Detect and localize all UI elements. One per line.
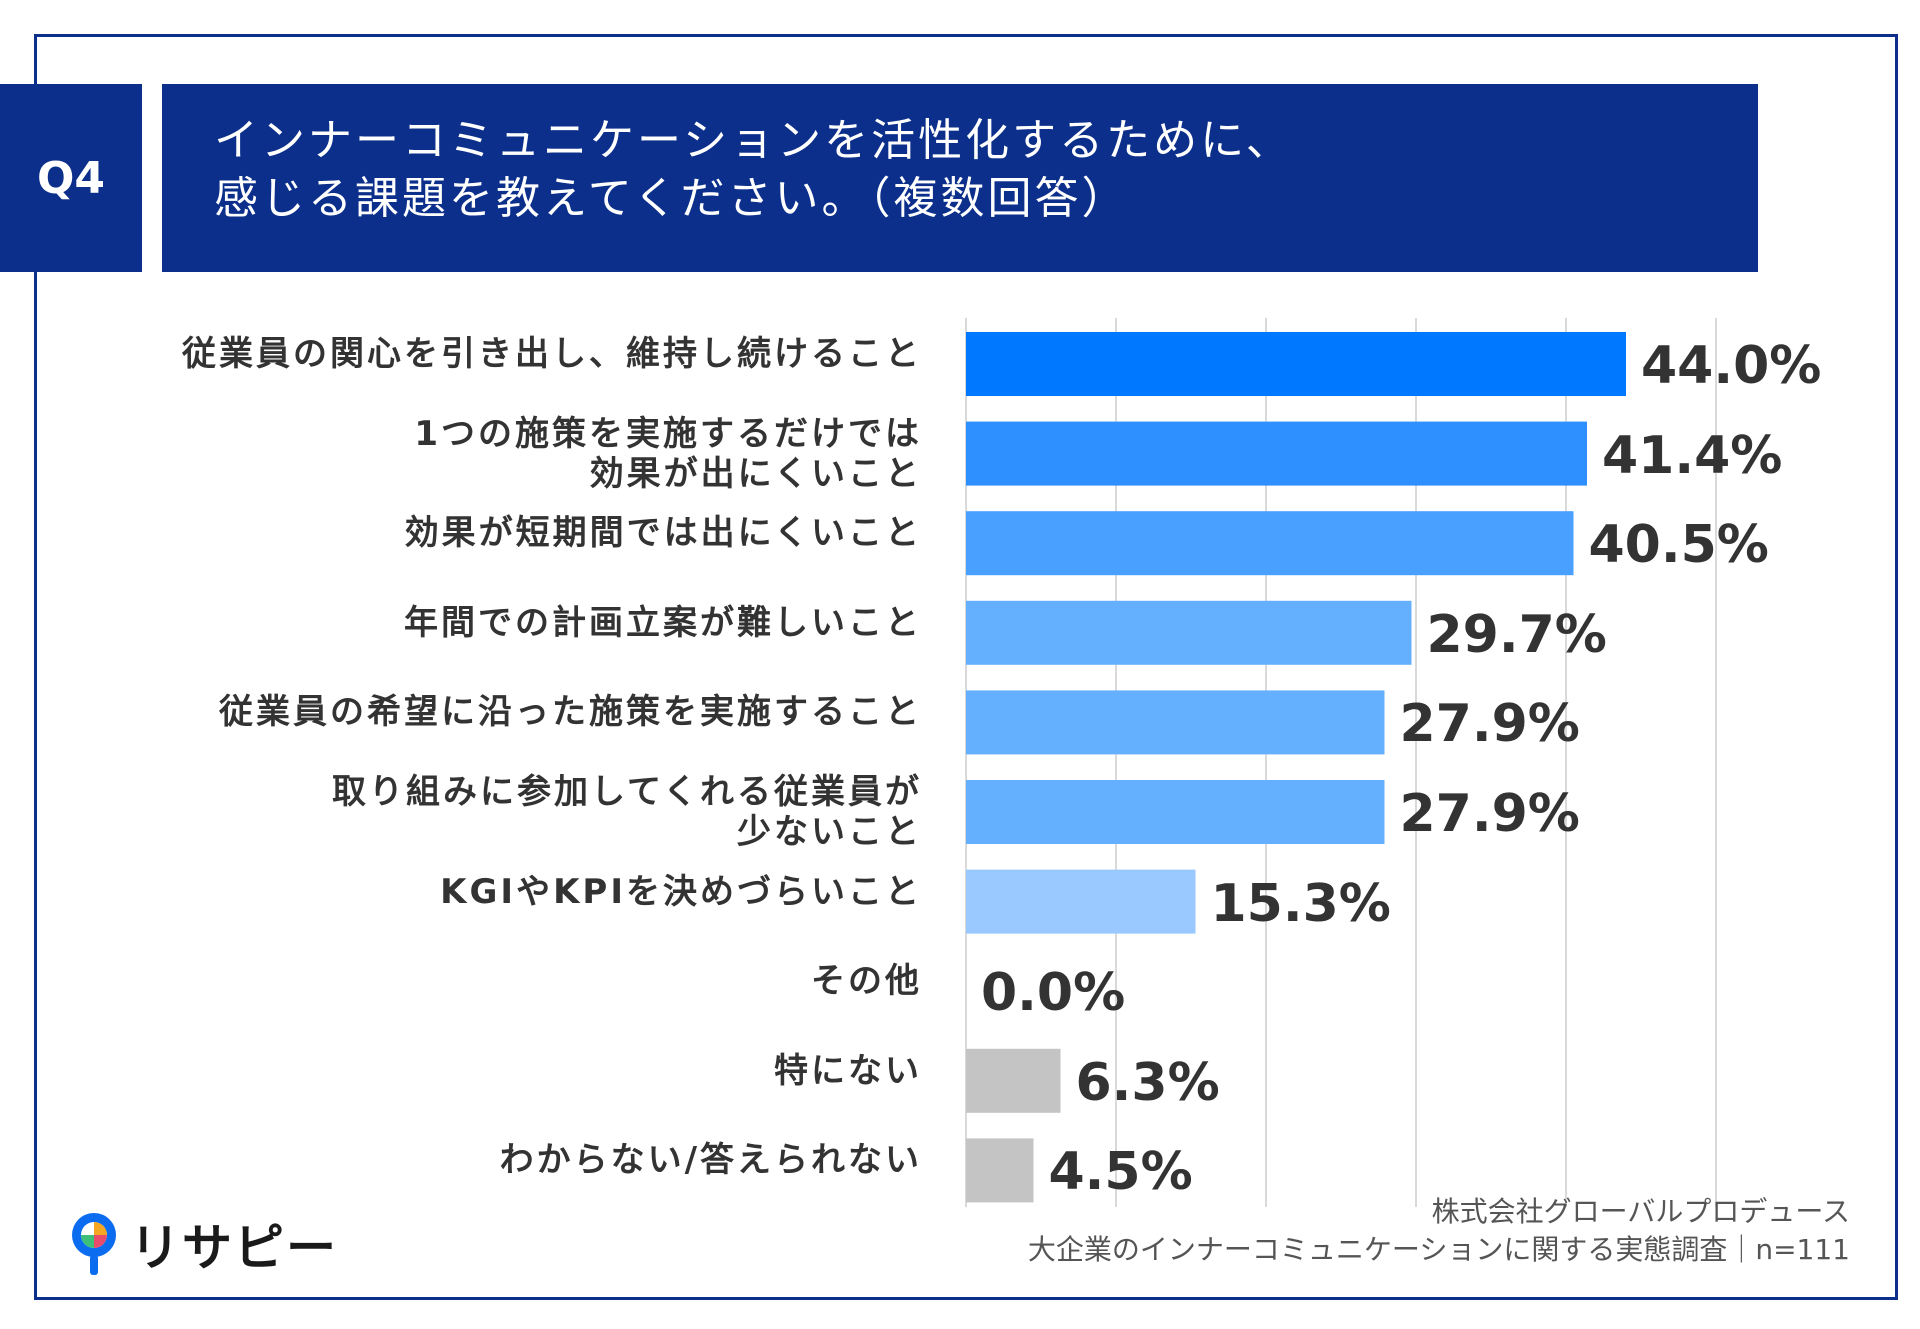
value-label: 27.9%: [1399, 694, 1580, 755]
category-label: KGIやKPIを決めづらいこと: [440, 872, 922, 912]
bar: [966, 780, 1385, 844]
category-label: わからない/答えられない: [500, 1140, 922, 1180]
question-badge: Q4: [0, 84, 142, 272]
source-survey: 大企業のインナーコミュニケーションに関する実態調査｜n=111: [1027, 1233, 1850, 1266]
category-label: 従業員の希望に沿った施策を実施すること: [219, 692, 922, 732]
category-label: 取り組みに参加してくれる従業員が 少ないこと: [332, 772, 922, 852]
category-label-line: 取り組みに参加してくれる従業員が: [332, 772, 922, 812]
category-label-line: 従業員の関心を引き出し、維持し続けること: [182, 334, 922, 374]
brand-logo: リサピー: [66, 1208, 338, 1280]
category-label-line: 年間での計画立案が難しいこと: [404, 602, 922, 643]
category-label-line: 1つの施策を実施するだけでは: [414, 413, 922, 454]
category-label-line: わからない/答えられない: [499, 1140, 922, 1181]
category-label-line: 少ないこと: [737, 812, 922, 852]
bar: [966, 421, 1587, 486]
value-label: 29.7%: [1426, 604, 1607, 665]
source-credit: 株式会社グローバルプロデュース 大企業のインナーコミュニケーションに関する実態調…: [1028, 1193, 1850, 1269]
category-label-line: 効果が短期間では出にくいこと: [404, 513, 922, 554]
question-title-line-1: インナーコミュニケーションを活性化するために、: [214, 115, 1293, 166]
question-number: Q4: [36, 152, 106, 204]
value-label: 44.0%: [1641, 336, 1822, 396]
question-title-line-2: 感じる課題を教えてください。（複数回答）: [214, 173, 1129, 224]
bar: [966, 869, 1196, 934]
chart-frame: [34, 34, 1898, 1300]
bar: [966, 1138, 1034, 1203]
category-label: その他: [811, 961, 922, 1001]
value-label: 6.3%: [1075, 1052, 1220, 1113]
category-label-line: 効果が出にくいこと: [589, 453, 922, 494]
question-header: インナーコミュニケーションを活性化するために、 感じる課題を教えてください。（複…: [162, 84, 1758, 272]
value-label: 4.5%: [1048, 1142, 1193, 1203]
value-label: 15.3%: [1210, 873, 1391, 934]
logo-text: リサピー: [130, 1219, 338, 1277]
category-label: 年間での計画立案が難しいこと: [404, 603, 922, 643]
value-label: 40.5%: [1588, 515, 1769, 576]
category-label-line: 従業員の希望に沿った施策を実施すること: [219, 692, 922, 733]
source-company: 株式会社グローバルプロデュース: [1431, 1195, 1850, 1228]
category-label: 効果が短期間では出にくいこと: [405, 513, 922, 553]
category-label-line: 特にない: [774, 1050, 922, 1091]
bar: [966, 690, 1385, 755]
value-label: 0.0%: [981, 963, 1126, 1024]
bar: [966, 332, 1626, 396]
bar: [966, 600, 1412, 665]
category-label-line: その他: [811, 961, 922, 1002]
value-label: 41.4%: [1602, 425, 1783, 486]
category-label-line: KGIやKPIを決めづらいこと: [440, 871, 922, 912]
value-label: 27.9%: [1399, 784, 1580, 844]
category-label: 従業員の関心を引き出し、維持し続けること: [182, 334, 922, 374]
bar: [966, 511, 1574, 576]
pin-logo-icon: [72, 1213, 116, 1275]
category-label: 1つの施策を実施するだけでは 効果が出にくいこと: [414, 414, 922, 494]
category-label: 特にない: [774, 1051, 922, 1091]
bar: [966, 1048, 1061, 1113]
